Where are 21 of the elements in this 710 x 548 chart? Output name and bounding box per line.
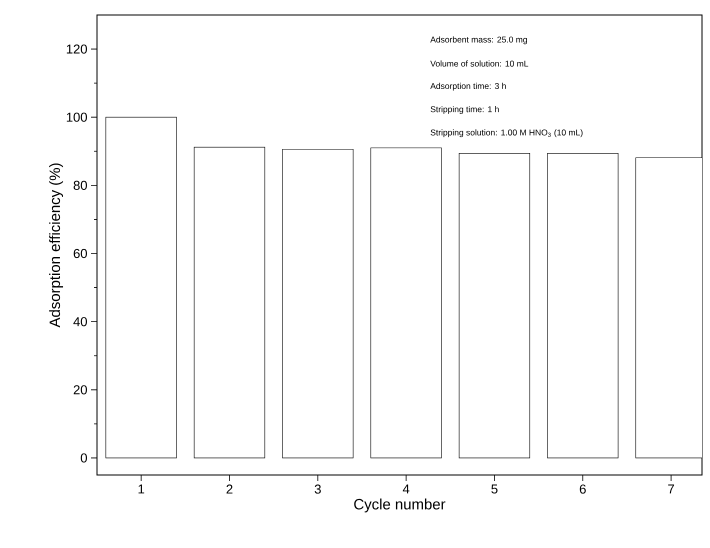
y-tick-label: 80 [74,180,87,190]
annotation: Stripping time: 1 h [430,106,499,114]
x-tick-label: 7 [668,484,674,494]
annotation: Adsorbent mass: 25.0 mg [430,36,527,44]
x-axis-title: Cycle number [354,498,446,512]
x-tick-label: 4 [402,484,410,494]
annotation: Adsorption time: 3 h [430,82,506,91]
y-tick-label: 120 [66,44,87,54]
y-tick-label: 0 [80,453,87,463]
x-tick-label: 3 [314,484,321,494]
y-tick-label: 40 [73,317,87,326]
annotation: Volume of solution: 10 mL [430,60,528,67]
x-tick-label: 1 [138,484,144,494]
x-tick-label: 5 [491,484,498,494]
y-axis-title: Adsorption efficiency (%) [49,163,64,328]
y-tick-label: 100 [66,112,87,122]
x-tick-label: 6 [580,484,586,494]
y-tick-label: 20 [74,385,87,394]
annotation: Stripping solution: 1.00 M HNO$_{3}$ (10 mL) [430,129,583,138]
y-tick-label: 60 [74,248,87,258]
x-tick-label: 2 [226,484,232,494]
